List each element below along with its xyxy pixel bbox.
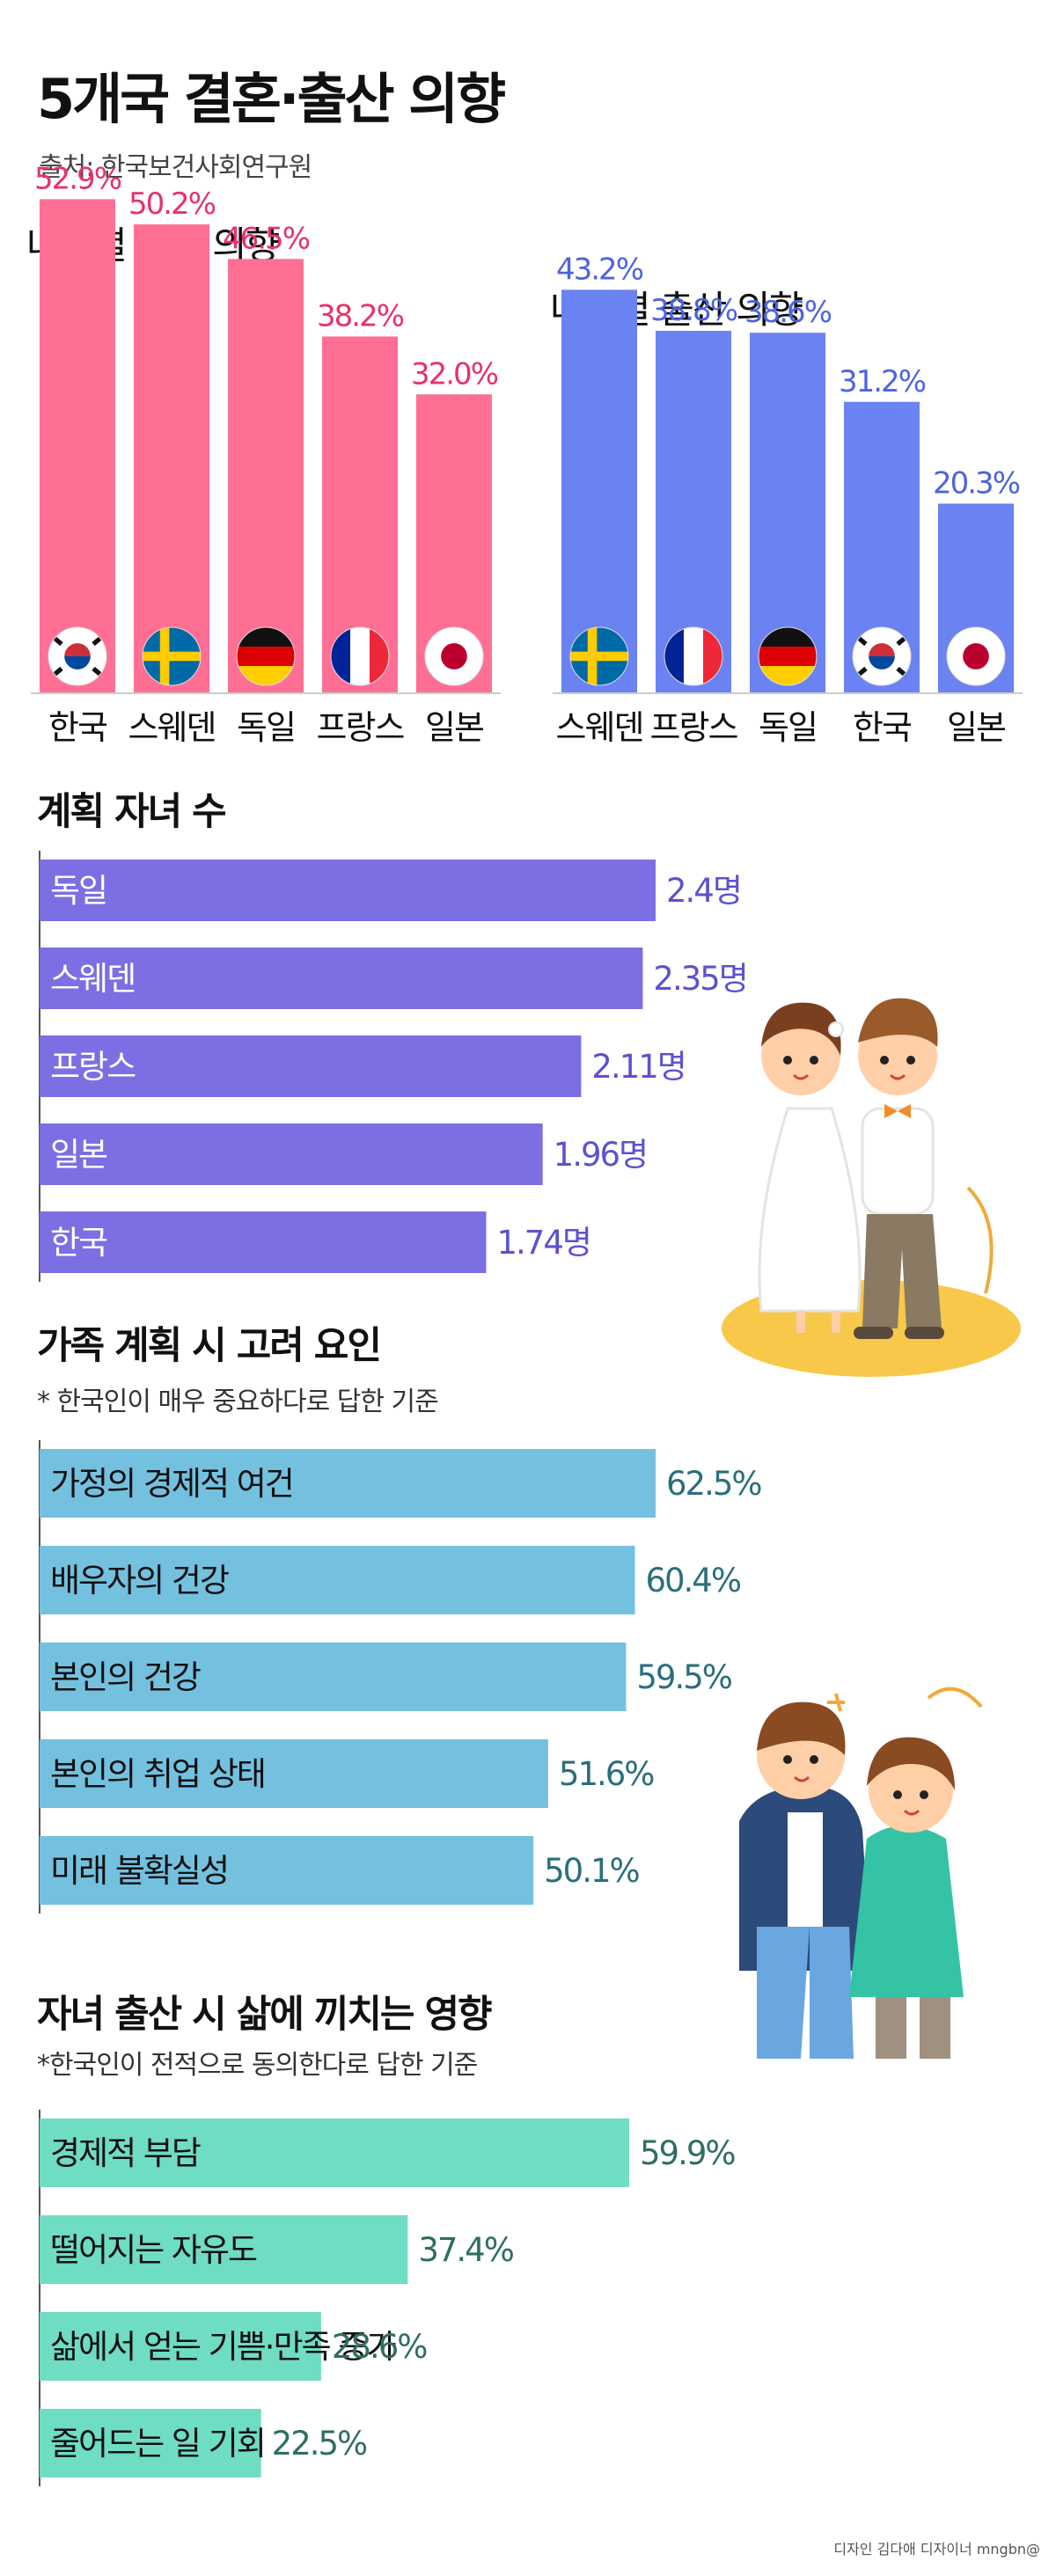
factors-note: * 한국인이 매우 중요하다로 답한 기준	[37, 1387, 439, 1417]
japan-flag-icon	[946, 626, 1006, 686]
bride-figure	[758, 1002, 862, 1333]
impact-bar-chart: 경제적 부담 59.9%떨어지는 자유도 37.4%삶에서 얻는 기쁨·만족 증가2…	[39, 2110, 737, 2486]
marriage-bar-chart: 52.9% 한국 50.2% 스웨덴 46.5% 독일 38.2% 프랑스 32.0% 일본	[31, 161, 501, 747]
bar-5	[40, 1211, 487, 1273]
bar-3	[40, 2312, 321, 2381]
bar-2	[40, 2215, 408, 2284]
value-label: 31.2%	[839, 364, 926, 399]
value-label: 51.6%	[559, 1755, 654, 1793]
category-label: 미래 불확실성	[50, 1852, 228, 1890]
bar-3	[40, 1036, 582, 1097]
korea-flag-icon	[48, 626, 107, 686]
bar-4	[40, 1739, 548, 1808]
category-label: 본인의 건강	[50, 1658, 201, 1696]
germany-flag-icon	[236, 626, 296, 686]
woman-figure	[849, 1737, 964, 2059]
category-label: 스웨덴	[556, 708, 643, 747]
page-title: 5개국 결혼·출산 의향	[37, 67, 506, 131]
category-label: 일본	[50, 1136, 107, 1174]
bar-1	[40, 860, 656, 921]
value-label: 38.8%	[650, 293, 737, 328]
japan-flag-icon	[424, 626, 484, 686]
category-label: 일본	[947, 708, 1005, 747]
credit-text: 디자인 김다애 디자이너 mngbn@	[833, 2541, 1040, 2558]
value-label: 1.74명	[497, 1224, 590, 1262]
category-label: 줄어드는 일 기회	[50, 2425, 265, 2463]
value-label: 2.4명	[666, 872, 741, 910]
value-label: 38.6%	[744, 295, 832, 330]
sweden-flag-icon	[142, 626, 202, 686]
value-label: 2.35명	[653, 960, 746, 998]
bar-4	[40, 1123, 543, 1185]
category-label: 가정의 경제적 여건	[50, 1465, 293, 1503]
category-label: 독일	[237, 708, 295, 747]
bar-2	[40, 1546, 635, 1614]
category-label: 스웨덴	[128, 708, 216, 747]
value-label: 46.5%	[223, 221, 310, 256]
category-label: 한국	[50, 1224, 107, 1262]
category-label: 삶에서 얻는 기쁨·만족 증가	[50, 2328, 395, 2366]
korea-flag-icon	[852, 626, 912, 686]
value-label: 59.5%	[636, 1658, 731, 1696]
couple2-illustration	[739, 1687, 983, 2059]
bar-스웨덴	[561, 289, 637, 693]
bar-1	[40, 2119, 629, 2187]
category-label: 독일	[50, 872, 106, 910]
bar-4	[40, 2409, 261, 2477]
france-flag-icon	[330, 626, 390, 686]
category-label: 본인의 취업 상태	[50, 1755, 265, 1793]
category-label: 떨어지는 자유도	[50, 2231, 257, 2269]
value-label: 2.11명	[591, 1048, 685, 1086]
value-label: 38.2%	[317, 298, 404, 333]
factors-bar-chart: 가정의 경제적 여건 62.5% 배우자의 건강 60.4% 본인의 건강 59.5% 본인…	[39, 1440, 763, 1914]
value-label: 62.5%	[666, 1465, 761, 1503]
bar-1	[40, 1449, 656, 1518]
value-label: 60.4%	[645, 1562, 740, 1599]
bar-3	[40, 1643, 627, 1711]
category-label: 한국	[48, 708, 107, 747]
category-label: 경제적 부담	[50, 2134, 201, 2172]
value-label: 43.2%	[556, 252, 643, 287]
value-label: 1.96명	[554, 1136, 647, 1174]
impact-note: *한국인이 전적으로 동의한다로 답한 기준	[37, 2050, 478, 2081]
category-label: 스웨덴	[50, 960, 135, 998]
couple-illustration	[722, 998, 1021, 1377]
factors-chart-title: 가족 계획 시 고려 요인	[37, 1324, 382, 1368]
bar-한국	[40, 199, 115, 694]
value-label: 28.6%	[332, 2328, 427, 2366]
man-figure	[739, 1701, 871, 2059]
birth-bar-chart: 43.2% 스웨덴 38.8% 프랑스 38.6% 독일 31.2% 한국 20.3% 일본	[553, 252, 1023, 747]
category-label: 프랑스	[650, 708, 738, 747]
bar-2	[40, 948, 643, 1009]
germany-flag-icon	[758, 626, 818, 686]
sweden-flag-icon	[569, 626, 629, 686]
value-label: 52.9%	[34, 161, 121, 196]
source-text: 출처: 한국보건사회연구원	[39, 152, 312, 183]
category-label: 배우자의 건강	[50, 1562, 229, 1599]
value-label: 32.0%	[411, 356, 498, 392]
value-label: 22.5%	[272, 2425, 367, 2463]
impact-chart-title: 자녀 출산 시 삶에 끼치는 영향	[37, 1993, 493, 2037]
value-label: 50.2%	[128, 187, 216, 222]
category-label: 프랑스	[317, 708, 405, 747]
category-label: 프랑스	[50, 1048, 136, 1086]
category-label: 한국	[853, 708, 912, 747]
category-label: 독일	[759, 708, 817, 747]
bar-5	[40, 1836, 534, 1905]
bar-독일	[228, 259, 304, 693]
value-label: 20.3%	[933, 465, 1020, 501]
groom-figure	[854, 998, 944, 1339]
france-flag-icon	[664, 626, 723, 686]
value-label: 37.4%	[418, 2231, 513, 2269]
bar-스웨덴	[134, 224, 209, 693]
value-label: 50.1%	[544, 1852, 639, 1890]
children-chart-title: 계획 자녀 수	[37, 790, 227, 834]
value-label: 59.9%	[640, 2134, 735, 2172]
category-label: 일본	[425, 708, 483, 747]
